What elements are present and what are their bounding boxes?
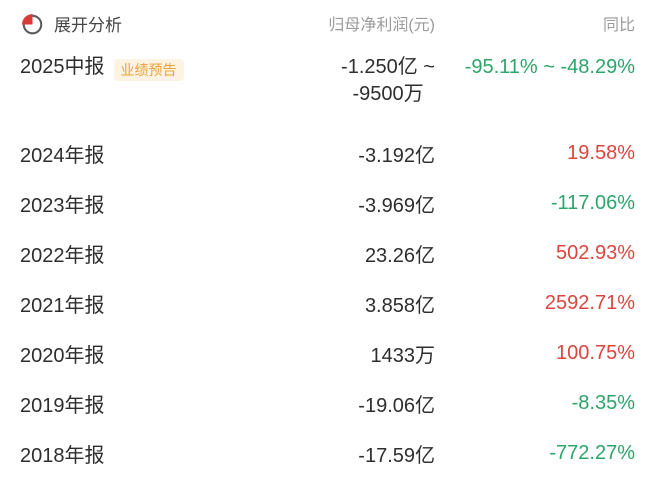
expand-analysis-button[interactable]: 展开分析 [20, 11, 260, 36]
yoy-value: 100.75% [556, 341, 635, 364]
profit-range-line2: -9500万 [352, 83, 424, 105]
profit-value: -3.192亿 [358, 144, 435, 167]
profit-value: -19.06亿 [358, 394, 435, 417]
period-label: 2021年报 [20, 294, 105, 317]
profit-value: -17.59亿 [358, 444, 435, 467]
period-cell: 2025中报 业绩预告 [20, 54, 260, 81]
period-label: 2018年报 [20, 444, 105, 467]
table-row: 2025中报 业绩预告 -1.250亿 ~ -9500万 -95.11% ~ -… [0, 40, 660, 128]
table-row: 2018年报 -17.59亿 -772.27% [0, 428, 660, 478]
table-header-row: 展开分析 归母净利润(元) 同比 [0, 6, 660, 40]
period-label: 2023年报 [20, 194, 105, 217]
yoy-value: -772.27% [549, 441, 635, 464]
yoy-value: -95.11% ~ -48.29% [464, 56, 635, 78]
profit-value: 3.858亿 [364, 294, 435, 317]
yoy-value: -117.06% [550, 191, 635, 214]
period-label: 2022年报 [20, 244, 105, 267]
forecast-badge: 业绩预告 [113, 58, 184, 81]
period-label: 2019年报 [20, 394, 105, 417]
column-header-yoy: 同比 [602, 17, 635, 34]
table-row: 2022年报 23.26亿 502.93% [0, 228, 660, 278]
table-row: 2019年报 -19.06亿 -8.35% [0, 378, 660, 428]
yoy-value: -8.35% [571, 391, 635, 414]
table-row: 2023年报 -3.969亿 -117.06% [0, 178, 660, 228]
table-row: 2024年报 -3.192亿 19.58% [0, 128, 660, 178]
profit-value: 23.26亿 [364, 244, 435, 267]
table-row: 2021年报 3.858亿 2592.71% [0, 278, 660, 328]
period-label: 2025中报 [20, 56, 105, 78]
profit-value: -3.969亿 [358, 194, 435, 217]
profit-range-line1: -1.250亿 ~ [341, 56, 435, 78]
column-header-profit: 归母净利润(元) [328, 17, 435, 34]
pie-chart-icon [21, 13, 43, 34]
expand-analysis-label: 展开分析 [54, 15, 122, 35]
yoy-value: 502.93% [556, 241, 635, 264]
period-label: 2020年报 [20, 344, 105, 367]
yoy-value: 2592.71% [544, 291, 635, 314]
profit-value: 1433万 [370, 344, 436, 367]
table-row: 2020年报 1433万 100.75% [0, 328, 660, 378]
profit-value: -1.250亿 ~ -9500万 [260, 54, 435, 108]
period-label: 2024年报 [20, 144, 105, 167]
yoy-value: 19.58% [567, 141, 635, 164]
